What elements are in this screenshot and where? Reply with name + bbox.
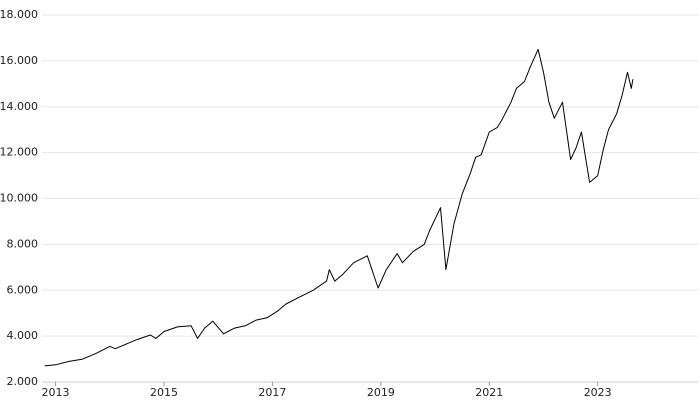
y-tick-label: 2.000 bbox=[7, 375, 39, 388]
y-tick-label: 8.000 bbox=[7, 237, 39, 250]
line bbox=[44, 48, 634, 367]
x-tick-label: 2021 bbox=[475, 386, 503, 399]
y-tick-label: 12.000 bbox=[0, 146, 38, 159]
y-tick-label: 14.000 bbox=[0, 100, 38, 113]
y-tick-label: 16.000 bbox=[0, 54, 38, 67]
x-tick-label: 2017 bbox=[258, 386, 286, 399]
x-tick-label: 2023 bbox=[584, 386, 612, 399]
y-tick-label: 10.000 bbox=[0, 192, 38, 205]
y-tick-label: 18.000 bbox=[0, 8, 38, 21]
y-tick-label: 6.000 bbox=[7, 283, 39, 296]
y-tick-label: 4.000 bbox=[7, 329, 39, 342]
x-tick-label: 2015 bbox=[150, 386, 178, 399]
x-tick-label: 2019 bbox=[367, 386, 395, 399]
x-tick-label: 2013 bbox=[42, 386, 70, 399]
